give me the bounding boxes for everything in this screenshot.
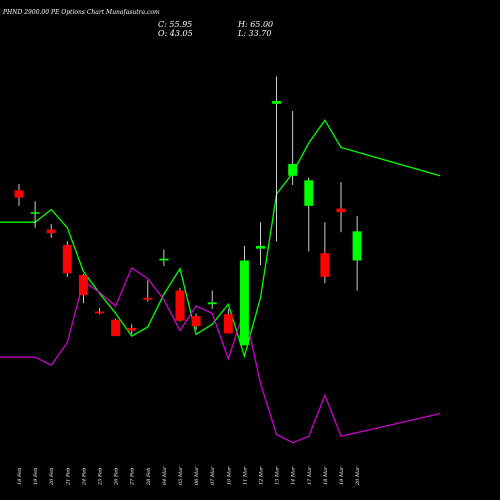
candle-22 [352,215,362,291]
candle-body [191,316,201,327]
candle-17 [272,76,282,242]
candle-20 [320,222,330,284]
x-tick-label: 13 Mar [275,466,281,485]
close-value: C: 55.95 [158,20,192,29]
x-tick-label: 10 Mar [226,466,232,485]
x-tick-label: 04 Mar [162,466,168,485]
x-tick-label: 28 Feb [146,468,152,486]
candle-3 [46,224,56,238]
candle-2 [30,201,40,228]
chart-title: PHND 2900.00 PE Options Chart Munafasutr… [2,9,160,16]
candle-body [30,212,40,214]
candle-4 [62,241,72,277]
x-tick-label: 19 Feb [33,468,39,485]
candle-body [207,302,217,305]
x-tick-label: 20 Mar [355,466,361,486]
high-value: H: 65.00 [237,20,273,29]
candle-body [304,180,314,206]
candle-21 [336,182,346,233]
x-tick-label: 06 Mar [194,466,200,485]
x-tick-label: 19 Mar [339,466,345,485]
candle-body [320,253,330,277]
candle-5 [78,274,88,304]
candle-13 [207,290,217,309]
candle-body [78,275,88,296]
x-tick-label: 11 Mar [242,466,248,485]
x-tick-label: 27 Feb [130,468,136,486]
candle-body [175,290,185,321]
candle-body [223,314,233,334]
candle-body [352,231,362,261]
open-value: O: 43.05 [158,29,193,38]
candle-6 [95,307,104,315]
x-tick-label: 12 Mar [259,466,265,485]
x-tick-label: 24 Feb [81,468,87,486]
candle-1 [14,183,24,206]
x-axis-ticks: 18 Feb 19 Feb 20 Feb 21 Feb 24 Feb 25 Feb 26 F… [17,466,361,486]
candle-9 [143,280,153,302]
candle-19 [304,177,314,252]
x-tick-label: 25 Feb [98,468,104,486]
candle-body [159,258,169,261]
candle-body [111,319,121,337]
candle-7 [111,318,121,337]
x-tick-label: 18 Feb [17,468,23,485]
x-tick-label: 05 Mar [178,466,184,485]
moving-average-line-1 [0,119,441,359]
candle-10 [159,249,169,266]
candle-body [127,327,137,331]
candle-16 [256,222,265,266]
candle-body [272,101,282,104]
x-tick-label: 21 Feb [65,468,71,486]
x-tick-label: 14 Mar [291,466,297,485]
candle-body [143,297,153,300]
candle-body [95,311,104,314]
candle-body [239,260,249,346]
candle-8 [127,324,137,335]
moving-average-layer [0,119,441,444]
candle-body [336,208,346,213]
candle-12 [191,313,201,330]
candle-body [256,245,265,249]
x-tick-label: 20 Feb [49,468,55,486]
x-tick-label: 26 Feb [114,468,120,486]
candle-18 [288,111,298,185]
x-tick-label: 07 Mar [210,466,216,485]
low-value: L: 33.70 [237,29,271,38]
candles-layer [14,76,362,346]
candle-body [288,163,298,176]
candle-15 [239,245,249,346]
candle-body [62,245,72,274]
candle-body [46,229,56,234]
moving-average-line-2 [0,266,441,444]
candle-body [14,190,24,198]
x-tick-label: 17 Mar [307,466,313,485]
x-tick-label: 18 Mar [323,466,329,485]
candle-14 [223,308,233,334]
candle-11 [175,287,185,322]
